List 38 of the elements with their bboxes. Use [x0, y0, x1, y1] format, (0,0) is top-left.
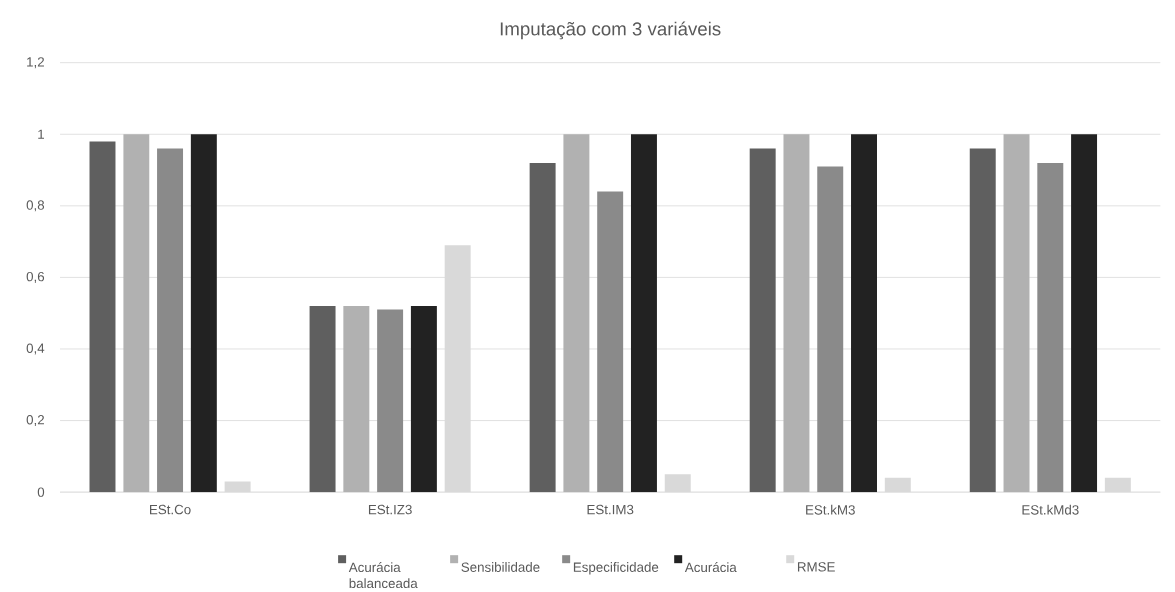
- bar: [1003, 134, 1030, 493]
- bar: [410, 305, 437, 493]
- legend-label: Especificidade: [573, 562, 659, 575]
- bar: [969, 148, 996, 493]
- bar: [597, 191, 624, 493]
- bar: [157, 148, 184, 493]
- bar: [529, 162, 556, 493]
- x-tick-label: ESt.kMd3: [1022, 504, 1079, 515]
- bar: [749, 148, 776, 493]
- bar: [630, 134, 657, 493]
- x-tick-label: ESt.Co: [150, 504, 191, 515]
- y-tick-label: 0: [37, 487, 45, 497]
- y-tick-label: 1,2: [27, 57, 44, 69]
- legend-label: Acurácia balanceada: [348, 562, 418, 588]
- bar: [817, 166, 844, 493]
- x-tick-label: ESt.kM3: [806, 504, 855, 515]
- bar: [123, 134, 150, 493]
- legend-label: RMSE: [797, 562, 835, 572]
- legend-label: Acurácia: [684, 562, 737, 572]
- bar: [783, 134, 810, 493]
- bar: [1071, 134, 1098, 493]
- bar: [377, 309, 404, 493]
- bar: [563, 134, 590, 493]
- y-tick-label: 0,4: [26, 343, 45, 355]
- bar: [89, 141, 116, 493]
- y-tick-label: 1: [38, 129, 44, 139]
- bar: [190, 134, 217, 493]
- chart-title: Imputação com 3 variáveis: [500, 21, 721, 40]
- bar: [1037, 162, 1064, 493]
- bar: [343, 305, 370, 493]
- legend-label: Sensibilidade: [461, 562, 540, 572]
- bar: [851, 134, 877, 493]
- y-tick-label: 0,2: [26, 414, 44, 426]
- y-tick-label: 0,8: [26, 200, 45, 212]
- x-tick-label: ESt.IZ3: [368, 504, 412, 515]
- bar: [309, 305, 336, 493]
- y-tick-label: 0,6: [26, 271, 45, 283]
- x-tick-label: ESt.IM3: [587, 504, 634, 515]
